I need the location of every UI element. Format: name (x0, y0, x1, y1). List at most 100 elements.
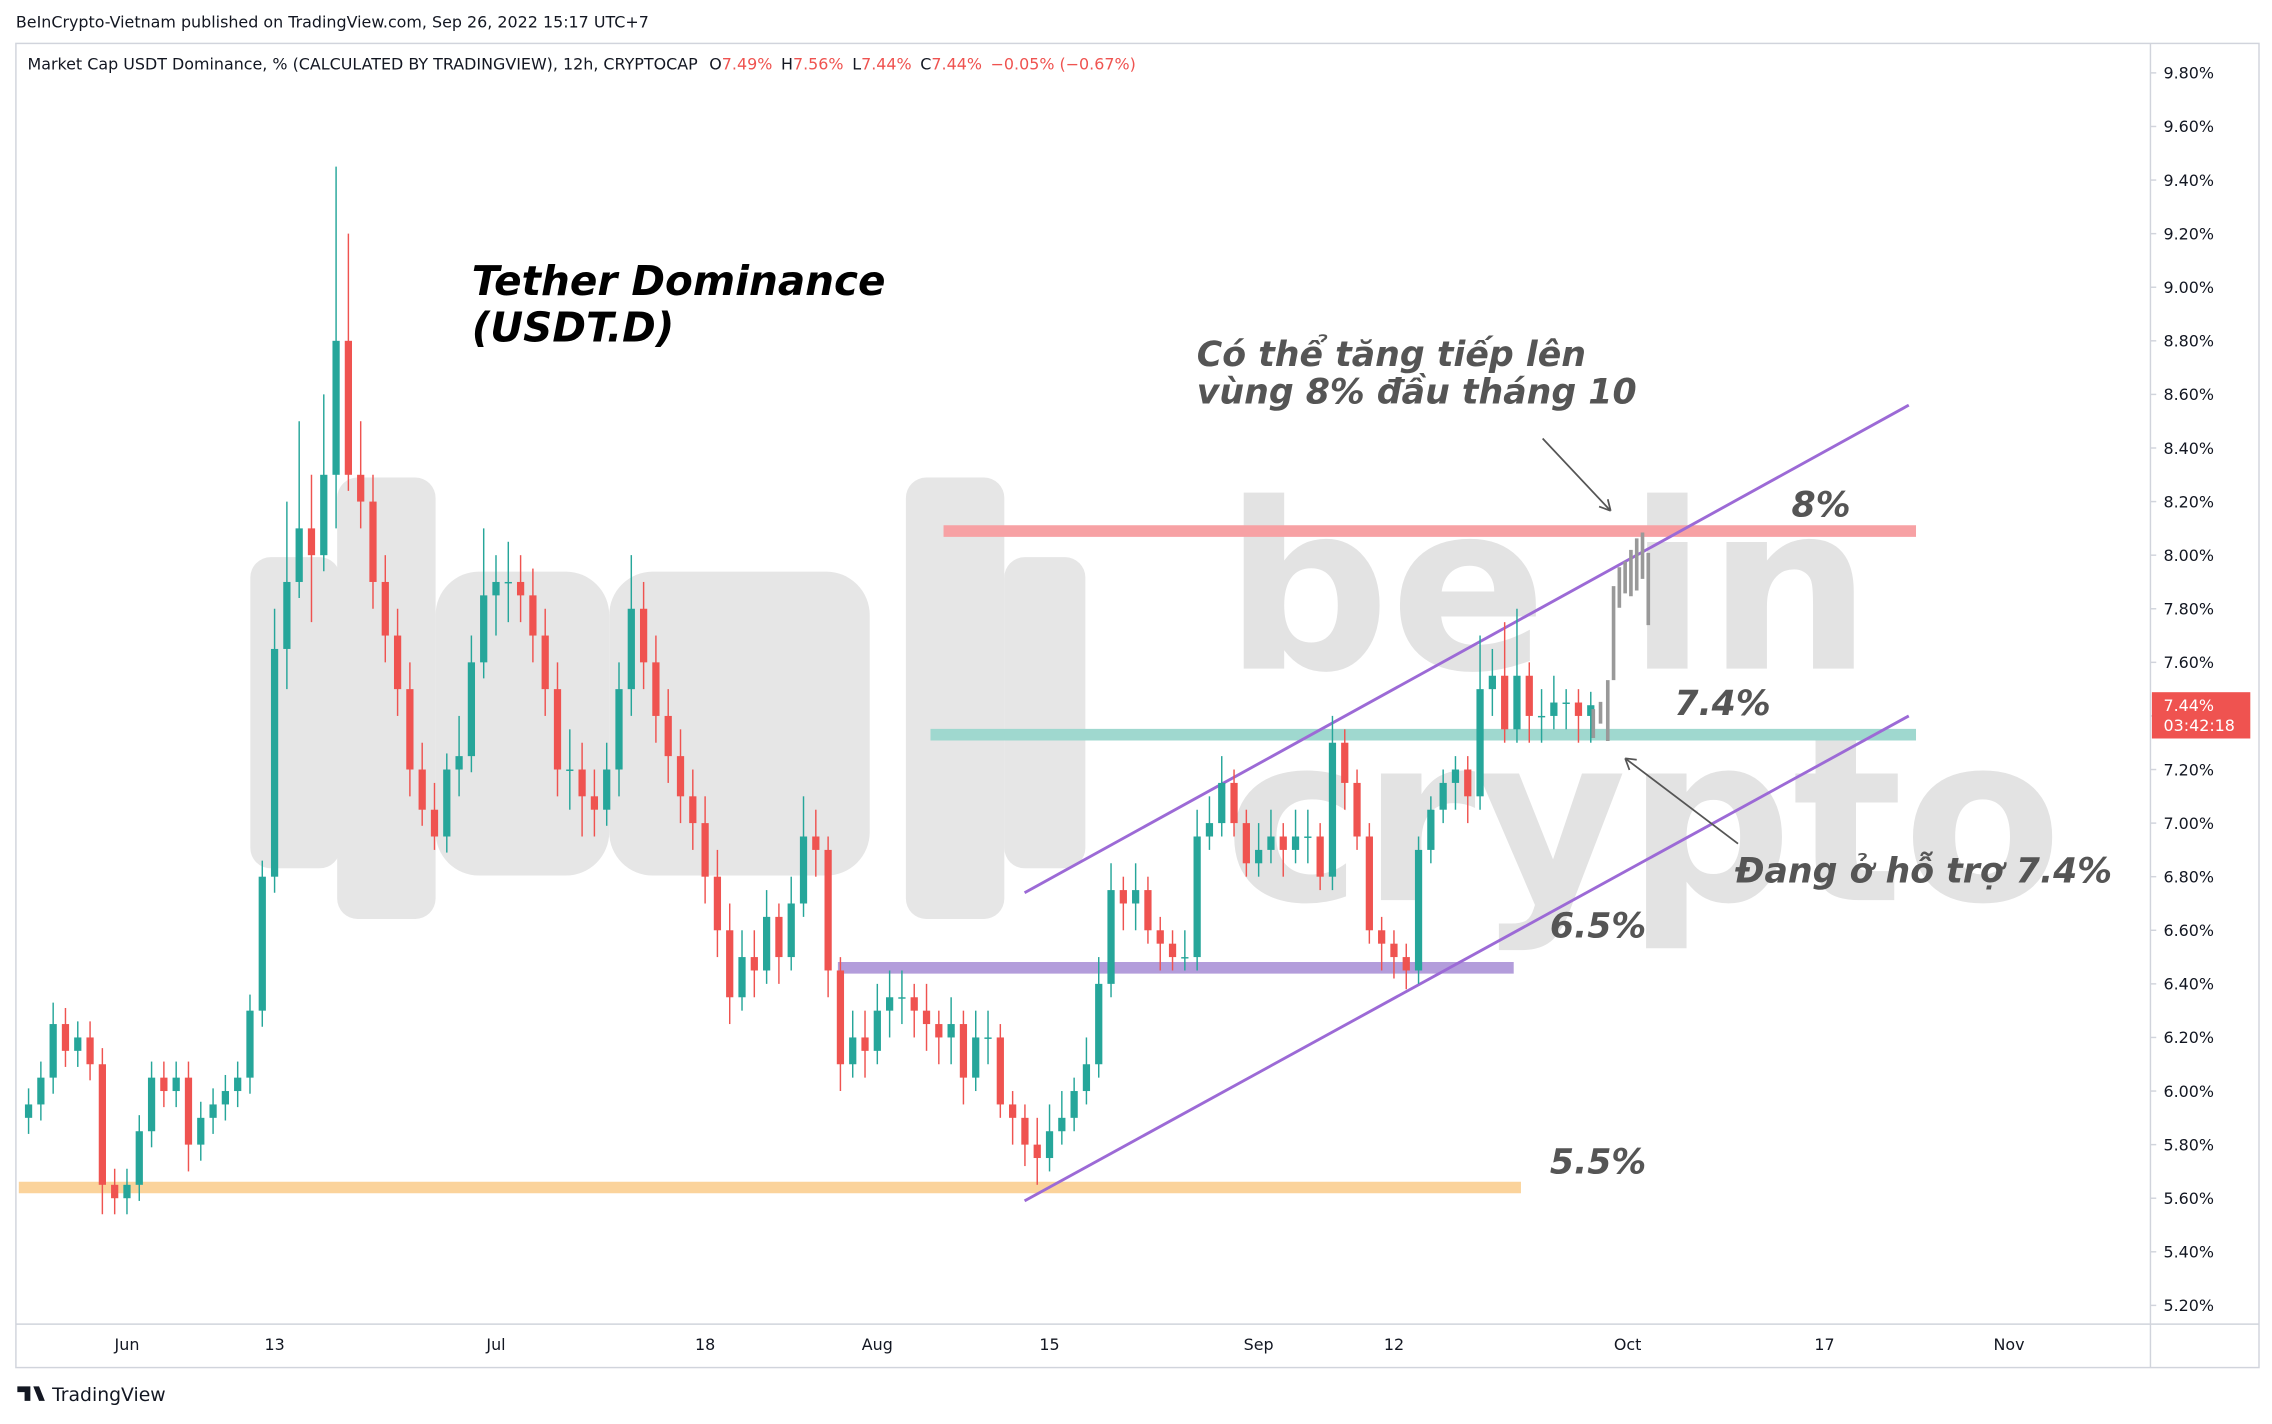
candle-body (849, 1037, 857, 1065)
candle-body (1525, 675, 1533, 716)
candle-body (812, 836, 820, 850)
x-tick-label: 15 (1039, 1335, 1059, 1354)
footer: TradingView (51, 1385, 166, 1406)
candle-body (393, 635, 402, 690)
ohlc-value: 7.49% (722, 54, 773, 73)
change: −0.05% (−0.67%) (991, 54, 1136, 73)
candle-body (553, 689, 562, 770)
level-label: 8% (1792, 486, 1851, 526)
candle-body (1501, 675, 1509, 730)
channel-line (1023, 403, 1910, 895)
y-tick-label: 5.60% (2163, 1189, 2214, 1208)
candle-body (37, 1077, 45, 1105)
candle-body (799, 836, 808, 904)
candle-body (541, 635, 549, 690)
x-tick-label: Sep (1244, 1335, 1274, 1354)
candle-body (910, 997, 918, 1011)
candle-body (627, 608, 635, 690)
candle-body (1488, 675, 1496, 690)
y-tick-label: 7.00% (2163, 814, 2214, 833)
candle-body (381, 581, 389, 636)
y-tick-label: 8.00% (2163, 546, 2214, 565)
candle-body (615, 689, 623, 770)
candle-body (86, 1037, 94, 1065)
y-tick-label: 9.00% (2163, 278, 2214, 297)
candle-body (1476, 689, 1484, 797)
candle-body (357, 474, 365, 502)
candle-body (652, 662, 660, 716)
candle-body (369, 501, 377, 582)
candle-body (1230, 782, 1238, 824)
candle-body (172, 1077, 180, 1092)
candle-body (689, 796, 697, 824)
candle-body (1550, 702, 1558, 716)
candle-body (1316, 836, 1324, 877)
watermark-logo (250, 477, 1086, 919)
candle-body (430, 809, 439, 837)
candle-body (24, 1104, 33, 1118)
candle-body (1451, 769, 1460, 783)
candle-body (639, 608, 648, 663)
candle-body (516, 581, 525, 596)
candle-body (1439, 782, 1447, 810)
candle-body (1255, 849, 1263, 864)
x-tick-label: Nov (1993, 1335, 2024, 1354)
annotation: Đang ở hỗ trợ 7.4% (1734, 851, 2112, 892)
candle-body (1365, 836, 1373, 931)
symbol: Market Cap USDT Dominance, % (CALCULATED… (27, 54, 1135, 73)
candle-body (135, 1131, 143, 1185)
candle-body (283, 581, 291, 649)
candle-body (111, 1184, 119, 1199)
candle-body (775, 916, 783, 958)
y-tick-label: 7.60% (2163, 653, 2214, 672)
last-price-box (2151, 692, 2251, 739)
candle-body (935, 1024, 943, 1038)
candle-body (1107, 890, 1115, 984)
y-tick-label: 8.80% (2163, 332, 2214, 351)
y-tick-label: 9.80% (2163, 64, 2214, 83)
candle-body (787, 903, 795, 958)
ohlc-value: 7.56% (793, 54, 844, 73)
candle-body (1574, 702, 1583, 716)
candle-body (1095, 983, 1103, 1065)
candle-body (147, 1077, 156, 1132)
x-tick-label: 18 (695, 1335, 715, 1354)
candle-body (836, 970, 845, 1065)
candle-body (1537, 715, 1546, 718)
candle-body (123, 1184, 131, 1199)
candle-body (898, 997, 906, 999)
candle-body (922, 1010, 931, 1025)
candle-body (1082, 1064, 1091, 1092)
x-tick-label: Jul (485, 1335, 505, 1354)
candle-body (1058, 1117, 1066, 1132)
candle-body (1328, 742, 1337, 877)
level-label: 7.4% (1674, 684, 1770, 724)
y-tick-label: 7.20% (2163, 760, 2214, 779)
y-tick-label: 5.20% (2163, 1296, 2214, 1315)
ohlc-key: L (852, 54, 861, 73)
candle-body (738, 957, 746, 998)
candle-body (1242, 823, 1250, 864)
candle-body (590, 796, 599, 810)
candle-body (197, 1117, 205, 1145)
candle-body (480, 595, 488, 663)
last-price: 7.44% (2163, 696, 2214, 715)
candle-body (98, 1064, 106, 1185)
candle-body (1562, 702, 1570, 704)
ohlc-key: O (709, 54, 722, 73)
candle-body (74, 1037, 82, 1051)
candle-body (221, 1091, 229, 1105)
y-tick-label: 9.60% (2163, 117, 2214, 136)
ohlc-value: 7.44% (861, 54, 912, 73)
candle-body (1353, 782, 1361, 837)
candle-body (61, 1024, 70, 1051)
candle-body (664, 715, 672, 757)
candle-body (209, 1104, 217, 1118)
candle-body (1341, 742, 1349, 783)
candle-body (861, 1037, 869, 1051)
projection (1591, 532, 1651, 741)
candle-body (1587, 705, 1595, 716)
candle-body (886, 997, 894, 1011)
arrows (1542, 437, 1739, 845)
candle-body (344, 340, 353, 475)
